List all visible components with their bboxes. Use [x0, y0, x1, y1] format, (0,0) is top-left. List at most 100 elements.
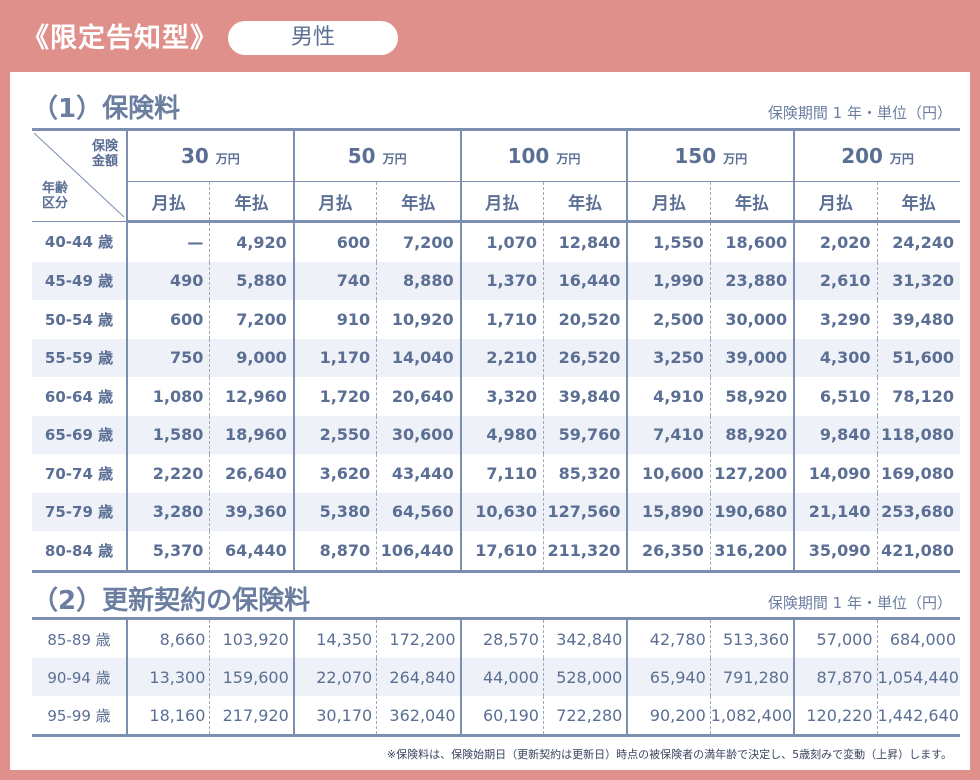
- annual-premium-cell: 88,920: [709, 415, 795, 454]
- table-row: 80-84 歳 5,370 64,440 8,870 106,440 17,610 211,…: [32, 531, 960, 573]
- amount-header-150: 150 万円: [626, 128, 795, 182]
- annual-premium-cell: 684,000: [876, 617, 960, 658]
- annual-premium-cell: 342,840: [542, 617, 628, 658]
- amount-value: 150: [674, 144, 717, 168]
- annual-premium-cell: 64,440: [209, 531, 294, 573]
- monthly-premium-cell: 910: [292, 300, 377, 339]
- annual-premium-cell: 39,480: [876, 300, 960, 339]
- annual-premium-cell: 31,320: [876, 261, 960, 300]
- monthly-premium-cell: 1,990: [626, 261, 711, 300]
- age-band-cell: 55-59 歳: [32, 338, 129, 377]
- annual-premium-cell: 211,320: [542, 531, 628, 573]
- monthly-premium-cell: 15,890: [626, 492, 711, 531]
- monthly-premium-cell: 30,170: [292, 696, 377, 737]
- monthly-header: 月払: [793, 181, 878, 223]
- annual-premium-cell: 24,240: [876, 221, 960, 262]
- age-band-cell: 70-74 歳: [32, 454, 129, 493]
- footnote: ※保険料は、保険始期日（更新契約は更新日）時点の被保険者の満年齢で決定し、5歳刻…: [386, 748, 952, 761]
- section1-title: （1）保険料: [32, 94, 181, 124]
- monthly-premium-cell: 120,220: [793, 696, 878, 737]
- annual-premium-cell: 5,880: [209, 261, 294, 300]
- annual-premium-cell: 217,920: [209, 696, 294, 737]
- age-band-cell: 45-49 歳: [32, 261, 129, 300]
- monthly-header: 月払: [626, 181, 711, 223]
- age-band-cell: 50-54 歳: [32, 300, 129, 339]
- annual-premium-cell: 14,040: [376, 338, 461, 377]
- monthly-premium-cell: 600: [169, 309, 204, 329]
- monthly-premium-cell: 28,570: [459, 617, 544, 658]
- monthly-premium-cell: 3,320: [459, 377, 544, 416]
- annual-premium-cell: 16,440: [542, 261, 628, 300]
- content-panel: （1）保険料 保険期間 1 年・単位（円） 保険 金額 年齢 区分 30 万円 5…: [10, 72, 970, 770]
- monthly-premium-cell: 10,630: [459, 492, 544, 531]
- monthly-premium-cell: 7,110: [459, 454, 544, 493]
- annual-header: 年払: [709, 181, 795, 223]
- monthly-premium-cell: 5,380: [292, 492, 377, 531]
- amount-unit: 万円: [215, 152, 240, 166]
- age-band-cell: 65-69 歳: [32, 415, 129, 454]
- annual-header: 年払: [542, 181, 628, 223]
- annual-premium-cell: 85,320: [542, 454, 628, 493]
- annual-premium-cell: 722,280: [542, 696, 628, 737]
- annual-premium-cell: 127,200: [709, 454, 795, 493]
- section1-unit-note: 保険期間 1 年・単位（円）: [767, 104, 952, 122]
- annual-premium-cell: 39,000: [709, 338, 795, 377]
- monthly-premium-cell: 35,090: [793, 531, 878, 573]
- monthly-premium-cell: 65,940: [626, 658, 711, 696]
- annual-premium-cell: 103,920: [209, 617, 294, 658]
- annual-premium-cell: 9,000: [209, 338, 294, 377]
- amount-header-30: 30 万円: [126, 128, 294, 182]
- annual-premium-cell: 20,520: [542, 300, 628, 339]
- annual-premium-cell: 172,200: [376, 617, 461, 658]
- corner-diagonal-line: [33, 132, 125, 218]
- monthly-premium-cell: 1,170: [292, 338, 377, 377]
- annual-premium-cell: 58,920: [709, 377, 795, 416]
- monthly-premium-cell: 2,210: [459, 338, 544, 377]
- monthly-premium-cell: 44,000: [459, 658, 544, 696]
- annual-premium-cell: 106,440: [376, 531, 461, 573]
- monthly-premium-cell: 10,600: [626, 454, 711, 493]
- table-corner-cell: 保険 金額 年齢 区分: [32, 128, 129, 222]
- annual-premium-cell: 190,680: [709, 492, 795, 531]
- annual-premium-cell: 127,560: [542, 492, 628, 531]
- monthly-header: 月払: [126, 181, 210, 223]
- monthly-premium-cell: 1,370: [459, 261, 544, 300]
- monthly-premium-cell: 1,710: [459, 300, 544, 339]
- plan-title: 《限定告知型》: [22, 23, 218, 54]
- monthly-premium-cell: 5,370: [127, 531, 210, 573]
- table-row: 60-64 歳 1,080 12,960 1,720 20,640 3,320 39,840…: [32, 377, 960, 416]
- annual-premium-cell: 12,840: [542, 221, 628, 262]
- annual-premium-cell: 18,600: [709, 221, 795, 262]
- header-bar: 《限定告知型》 男性: [0, 0, 980, 72]
- annual-premium-cell: 1,082,400: [709, 696, 795, 737]
- amount-unit: 万円: [723, 152, 748, 166]
- annual-premium-cell: 528,000: [542, 658, 628, 696]
- amount-header-50: 50 万円: [292, 128, 461, 182]
- section2-title: （2）更新契約の保険料: [32, 586, 311, 616]
- monthly-premium-cell: 750: [127, 338, 210, 377]
- monthly-premium-cell: 4,910: [626, 377, 711, 416]
- monthly-premium-cell: 4,980: [459, 415, 544, 454]
- table-row: 85-89 歳 8,660 103,920 14,350 172,200 28,570 34…: [32, 617, 960, 658]
- annual-premium-cell: 7,200: [209, 300, 294, 339]
- monthly-premium-cell: 740: [292, 261, 377, 300]
- table-row: 70-74 歳 2,220 26,640 3,620 43,440 7,110 85,320…: [32, 454, 960, 493]
- monthly-premium-cell: 8,660: [127, 617, 210, 658]
- monthly-premium-cell: 17,610: [459, 531, 544, 573]
- monthly-premium-cell: 2,020: [793, 221, 878, 262]
- monthly-premium-cell: 3,620: [292, 454, 377, 493]
- amount-value: 200: [841, 144, 883, 168]
- annual-header: 年払: [376, 181, 461, 223]
- annual-premium-cell: 791,280: [709, 658, 795, 696]
- table-row: 55-59 歳 750 9,000 1,170 14,040 2,210 26,520 3,2…: [32, 338, 960, 377]
- monthly-premium-cell: 87,870: [793, 658, 878, 696]
- annual-premium-cell: 316,200: [709, 531, 795, 573]
- section2-unit-note: 保険期間 1 年・単位（円）: [767, 594, 952, 612]
- monthly-premium-cell: 4,300: [793, 338, 878, 377]
- monthly-premium-cell: 1,720: [292, 377, 377, 416]
- monthly-premium-cell: 3,250: [626, 338, 711, 377]
- table-row: 95-99 歳 18,160 217,920 30,170 362,040 60,190 7…: [32, 696, 960, 737]
- annual-premium-cell: 20,640: [376, 377, 461, 416]
- table-row: 90-94 歳 13,300 159,600 22,070 264,840 44,000 5…: [32, 658, 960, 696]
- annual-premium-cell: 513,360: [709, 617, 795, 658]
